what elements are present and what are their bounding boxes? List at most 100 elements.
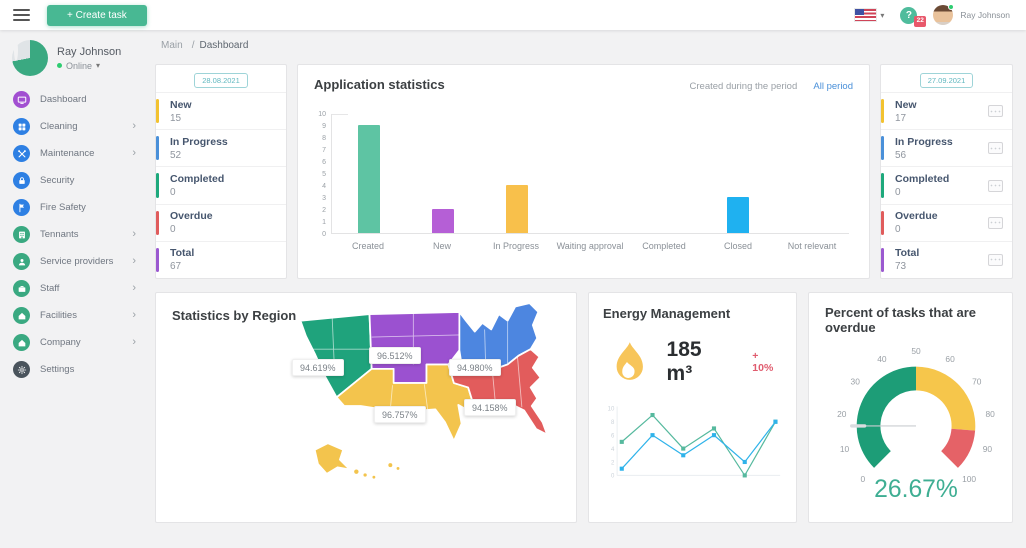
gauge-tick-label: 30 — [851, 377, 861, 387]
y-tick-label: 2 — [611, 460, 615, 466]
line-series-consumption-a — [621, 414, 777, 477]
row-options-button[interactable] — [988, 179, 1003, 192]
gauge-tick-label: 40 — [877, 354, 887, 364]
data-point — [681, 453, 686, 458]
gauge-segment — [916, 366, 976, 431]
help-button[interactable]: ? 22 — [900, 6, 927, 27]
x-tick-label: Closed — [723, 241, 752, 251]
y-tick-label: 9 — [322, 123, 326, 130]
row-options-button[interactable] — [988, 142, 1003, 155]
us-flag-icon — [854, 8, 878, 22]
stat-row-overdue: Overdue 0 — [156, 203, 286, 241]
y-tick-label: 10 — [318, 111, 326, 118]
card-title: Application statistics — [314, 77, 445, 92]
sidebar-item-tennants[interactable]: Tennants › — [0, 221, 148, 248]
bar-slot — [332, 114, 406, 233]
home-icon — [13, 307, 30, 324]
card-title: Percent of tasks that are overdue — [825, 305, 977, 335]
chevron-right-icon: › — [132, 255, 136, 267]
y-tick-label: 5 — [322, 171, 326, 178]
breadcrumb-current: Dashboard — [199, 40, 249, 51]
stat-accent-bar — [156, 210, 159, 235]
stat-row-in-progress: In Progress 52 — [156, 129, 286, 166]
bar-slot — [480, 114, 554, 233]
y-tick-label: 2 — [322, 207, 326, 214]
sidebar-item-service-providers[interactable]: Service providers › — [0, 248, 148, 275]
cleaning-grid-icon — [13, 118, 30, 135]
home-icon — [13, 334, 30, 351]
online-status-dot — [948, 4, 955, 10]
avatar — [14, 40, 18, 61]
row-options-button[interactable] — [988, 105, 1003, 118]
us-region-map: 94.619% 96.512% 94.980% 96.757% 94.158% — [284, 301, 569, 491]
stat-accent-bar — [881, 210, 884, 235]
status-dropdown[interactable]: Online ▾ — [57, 61, 121, 71]
topbar: + Create task ▾ ? 22 Ray Johnson — [0, 0, 1026, 30]
y-tick-label: 4 — [322, 183, 326, 190]
sidebar-item-dashboard[interactable]: Dashboard — [0, 86, 148, 113]
sidebar-item-company[interactable]: Company › — [0, 329, 148, 356]
y-tick-label: 8 — [611, 420, 615, 426]
menu-icon[interactable] — [13, 6, 30, 24]
date-badge[interactable]: 27.09.2021 — [919, 73, 974, 88]
create-task-button[interactable]: + Create task — [47, 4, 147, 26]
sidebar-item-security[interactable]: Security — [0, 167, 148, 194]
bar-slot — [627, 114, 701, 233]
building-icon — [13, 226, 30, 243]
row-options-button[interactable] — [988, 253, 1003, 266]
gauge-chart: 0 10 20 30 40 50 60 70 80 90 100 26.67% — [837, 346, 996, 503]
gauge-segment — [941, 428, 976, 468]
line-series-consumption-b — [621, 421, 776, 470]
gauge-tick-label: 100 — [962, 474, 976, 484]
breadcrumb-root[interactable]: Main — [161, 40, 183, 51]
sidebar-item-staff[interactable]: Staff › — [0, 275, 148, 302]
breadcrumb: Main / Dashboard — [161, 40, 249, 51]
data-point — [650, 412, 655, 418]
filter-created-during-period[interactable]: Created during the period — [689, 81, 798, 92]
chevron-right-icon: › — [132, 336, 136, 348]
chevron-right-icon: › — [132, 309, 136, 321]
user-name: Ray Johnson — [57, 45, 122, 58]
avatar — [933, 4, 955, 25]
language-selector[interactable]: ▾ — [854, 8, 884, 22]
y-tick-label: 1 — [322, 219, 326, 226]
date-badge[interactable]: 28.08.2021 — [194, 73, 248, 88]
sidebar-item-maintenance[interactable]: Maintenance › — [0, 140, 148, 167]
filter-all-period[interactable]: All period — [813, 81, 853, 92]
sidebar-item-cleaning[interactable]: Cleaning › — [0, 113, 148, 140]
map-region-alaska[interactable] — [313, 442, 351, 475]
tools-icon — [13, 145, 30, 162]
stat-accent-bar — [156, 247, 159, 273]
gauge-tick-label: 60 — [945, 354, 955, 364]
y-tick-label: 0 — [322, 231, 326, 238]
stat-accent-bar — [156, 173, 159, 198]
region-value-label-northeast: 94.980% — [449, 359, 501, 376]
energy-management-card: Energy Management 185 m³ + 10% 0 2 4 6 8 10 — [588, 292, 797, 523]
x-tick-label: Not relevant — [787, 241, 837, 251]
stat-accent-bar — [881, 136, 884, 161]
flame-icon — [616, 342, 643, 380]
bar-new — [431, 209, 454, 233]
sidebar-item-settings[interactable]: Settings — [0, 356, 148, 383]
x-tick-label: New — [432, 241, 451, 251]
stat-card-left: 28.08.2021 New 15 In Progress 52 Completed 0 O… — [155, 64, 287, 279]
y-tick-label: 6 — [322, 159, 326, 166]
stat-row-total: Total 73 — [881, 240, 1012, 278]
online-status-dot — [57, 63, 62, 68]
card-title: Statistics by Region — [172, 308, 297, 323]
gauge-tick-label: 80 — [986, 409, 996, 419]
region-value-label-west: 94.619% — [292, 359, 344, 376]
user-menu[interactable]: Ray Johnson — [933, 4, 1010, 25]
bar-slot — [554, 114, 628, 233]
sidebar-item-facilities[interactable]: Facilities › — [0, 302, 148, 329]
data-point — [773, 419, 778, 424]
user-name: Ray Johnson — [960, 10, 1010, 20]
sidebar-item-fire-safety[interactable]: Fire Safety — [0, 194, 148, 221]
row-options-button[interactable] — [988, 216, 1003, 229]
gauge-tick-label: 50 — [911, 346, 921, 356]
stat-card-right: 27.09.2021 New 17 In Progress 56 Completed 0 O… — [880, 64, 1013, 279]
bar-chart: 0 1 2 3 4 5 6 7 8 9 10 Created New In Progress Waitin… — [314, 111, 853, 251]
energy-delta: + 10% — [752, 350, 774, 374]
x-tick-label: Created — [351, 241, 385, 251]
avatar-progress-ring — [12, 40, 48, 76]
